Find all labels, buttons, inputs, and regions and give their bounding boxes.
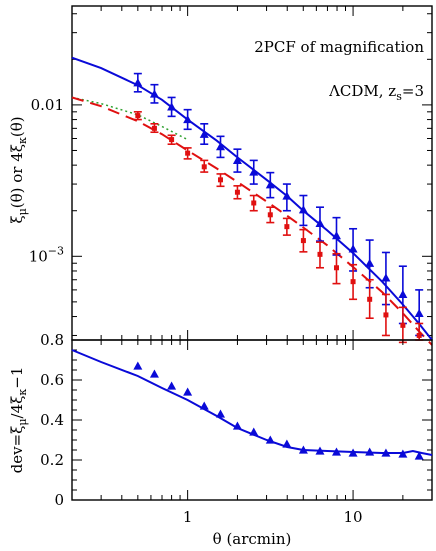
data-point-triangle	[381, 273, 391, 282]
bottom-ylabel-end: −1	[8, 367, 26, 389]
data-point-triangle	[265, 180, 275, 189]
bottom-ylabel-mu: μ	[16, 418, 29, 425]
data-point-triangle	[298, 445, 308, 454]
data-point-square	[416, 332, 422, 338]
data-point-triangle	[331, 231, 341, 240]
top-ylabel-mu: μ	[16, 208, 29, 215]
bottom-panel: 00.20.40.60.8 1 10 dev=ξμ/4ξκ−1 θ (arcmin…	[8, 331, 433, 548]
top-ylabel: ξμ(θ) or 4ξκ(θ)	[8, 116, 29, 223]
y-tick-label: 0.01	[31, 96, 64, 114]
data-point-triangle	[398, 449, 408, 458]
data-point-triangle	[365, 447, 375, 456]
series-line	[71, 96, 433, 346]
y-tick-label: 0	[54, 491, 64, 509]
data-point-triangle	[298, 205, 308, 214]
data-point-triangle	[167, 102, 177, 111]
data-point-square	[317, 251, 323, 257]
data-point-square	[300, 238, 306, 244]
data-point-square	[333, 265, 339, 271]
top-ylabel-xi2: ξ	[8, 144, 26, 152]
bottom-ytick-labels: 0 0.2 0.4 0.6 0.8	[40, 331, 64, 509]
series-line	[71, 56, 433, 341]
y-tick-label: 0.8	[40, 331, 64, 349]
data-point-triangle	[414, 308, 424, 317]
bottom-plot-frame	[71, 339, 433, 501]
y-tick-label-base: 10	[29, 247, 48, 265]
data-point-square	[169, 137, 175, 143]
annotation-lcdm-text: ΛCDM, z	[328, 82, 396, 100]
y-tick-label: 0.6	[40, 371, 64, 389]
data-point-triangle	[149, 89, 159, 98]
data-point-triangle	[232, 155, 242, 164]
bottom-ylabel: dev=ξμ/4ξκ−1	[8, 367, 29, 474]
bottom-series	[71, 349, 433, 460]
x-tick-label: 1	[183, 508, 193, 526]
data-point-triangle	[381, 448, 391, 457]
data-point-square	[284, 224, 290, 230]
y-tick-label: 0.4	[40, 411, 64, 429]
bottom-ticks	[71, 339, 433, 501]
data-point-square	[151, 125, 157, 131]
data-point-triangle	[365, 258, 375, 267]
y-tick-label: 10−3	[29, 244, 64, 265]
top-ylabel-xi: ξ	[8, 215, 26, 223]
data-point-triangle	[414, 451, 424, 460]
annotation-zs-sub: s	[396, 90, 402, 103]
data-point-triangle	[183, 115, 193, 124]
data-point-square	[350, 279, 356, 285]
data-point-square	[234, 189, 240, 195]
data-point-triangle	[282, 191, 292, 200]
data-point-triangle	[282, 439, 292, 448]
data-point-triangle	[149, 369, 159, 378]
data-point-square	[217, 177, 223, 183]
data-point-square	[185, 150, 191, 156]
data-point-triangle	[215, 142, 225, 151]
data-point-square	[267, 212, 273, 218]
bottom-xtick-labels: 1 10	[183, 508, 363, 526]
annotation-title: 2PCF of magnification	[254, 38, 424, 56]
data-point-triangle	[183, 387, 193, 396]
data-point-square	[400, 322, 406, 328]
annotation-zs-val: =3	[402, 82, 424, 100]
top-ylabel-mid: (θ) or 4	[8, 152, 26, 208]
data-point-triangle	[133, 361, 143, 370]
data-point-triangle	[215, 409, 225, 418]
data-point-triangle	[199, 129, 209, 138]
y-tick-label: 0.2	[40, 451, 64, 469]
data-point-triangle	[232, 421, 242, 430]
data-point-triangle	[249, 167, 259, 176]
top-panel: 2PCF of magnification ΛCDM, zs=3 0.01 10−…	[8, 5, 433, 346]
x-tick-label: 10	[344, 508, 363, 526]
data-point-triangle	[315, 446, 325, 455]
annotation-lcdm: ΛCDM, zs=3	[328, 82, 424, 103]
y-tick-label-exp: −3	[48, 244, 64, 257]
data-point-triangle	[348, 244, 358, 253]
data-point-triangle	[133, 78, 143, 87]
data-point-square	[383, 312, 389, 318]
bottom-ylabel-pre: dev=	[8, 434, 26, 474]
top-ytick-labels: 0.01 10−3	[29, 96, 64, 265]
data-point-square	[251, 200, 257, 206]
top-ylabel-kappa: κ	[16, 137, 29, 144]
bottom-ylabel-kappa: κ	[16, 389, 29, 396]
series-line	[71, 349, 433, 456]
data-point-triangle	[348, 448, 358, 457]
data-point-triangle	[249, 427, 259, 436]
bottom-ylabel-mid: /4	[8, 404, 26, 419]
data-point-triangle	[265, 435, 275, 444]
bottom-ylabel-xi2: ξ	[8, 396, 26, 404]
data-point-triangle	[398, 289, 408, 299]
data-point-triangle	[331, 447, 341, 456]
data-point-triangle	[199, 401, 209, 410]
top-ylabel-end: (θ)	[8, 116, 26, 137]
data-point-square	[367, 296, 373, 302]
bottom-xlabel: θ (arcmin)	[213, 530, 292, 548]
top-series	[71, 56, 433, 346]
data-point-triangle	[167, 381, 177, 390]
bottom-ylabel-xi: ξ	[8, 426, 26, 434]
data-point-triangle	[315, 218, 325, 227]
data-point-square	[201, 164, 207, 170]
data-point-square	[135, 113, 141, 119]
